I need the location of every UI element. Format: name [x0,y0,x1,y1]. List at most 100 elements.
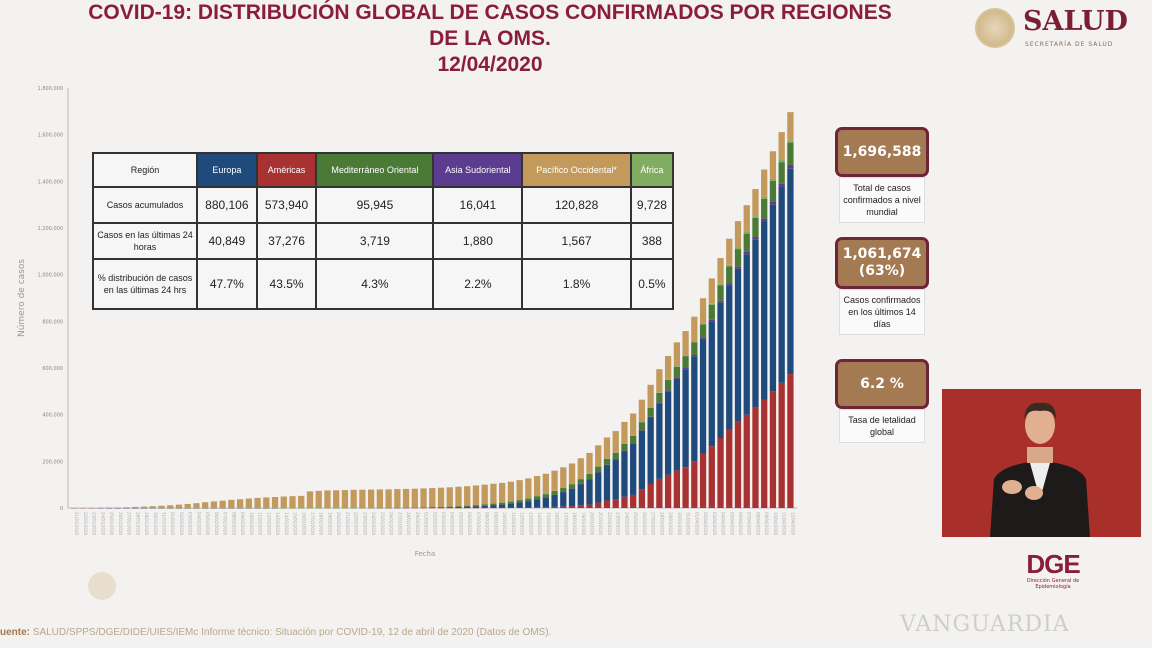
bar-segment-europa [726,285,733,430]
bar-segment-europa [699,339,707,454]
x-tick-label: 09/02/2020 [240,512,245,536]
bar-segment--frica [664,379,672,381]
bar-segment-pac-fico-occidental [586,452,593,474]
bar-segment-mediterr-neo-oriental [551,491,558,495]
bar-segment-am-ricas [708,446,715,508]
bar-segment-am-ricas [743,414,750,508]
x-tick-label: 21/01/2020 [74,512,79,536]
bar-segment-pac-fico-occidental [568,463,576,485]
bar-segment-europa [533,499,541,508]
bar-segment-mediterr-neo-oriental [647,407,654,417]
y-tick-label: 1,600,000 [38,133,63,139]
bar-segment-pac-fico-occidental [699,298,707,324]
kpi-total: 1,696,588 Total de casos confirmados a n… [835,127,929,223]
bar-segment-pac-fico-occidental [726,238,733,265]
x-tick-label: 18/02/2020 [319,512,324,536]
footer-text: SALUD/SPPS/DGE/DIDE/UIES/IEMc Informe té… [32,627,552,638]
bar-segment-mediterr-neo-oriental [621,443,628,451]
bar-segment-mediterr-neo-oriental [490,503,497,506]
bar-segment-am-ricas [761,399,768,508]
x-tick-label: 31/01/2020 [161,512,166,536]
table-cell: 16,041 [432,186,524,224]
bar-segment-pac-fico-occidental [787,112,794,141]
x-tick-label: 25/01/2020 [109,512,114,536]
x-tick-label: 06/03/2020 [467,512,472,536]
header-am-ricas: Américas [255,152,318,188]
bar-segment-pac-fico-occidental [734,221,742,248]
bar-segment-mediterr-neo-oriental [516,500,523,503]
bar-segment-europa [437,507,445,508]
bar-segment-asia-sudoriental [717,300,724,303]
bar-segment-europa [464,506,471,508]
bar-segment-europa [691,356,698,462]
dge-subtitle: Dirección General de Epidemiología [1026,578,1080,590]
footer-prefix: uente: [0,627,30,638]
x-tick-label: 24/01/2020 [100,512,105,536]
bar-segment-mediterr-neo-oriental [533,496,541,500]
row-label: Casos en las últimas 24 horas [92,222,198,260]
bar-segment-europa [664,391,672,475]
salud-seal-icon [88,572,116,600]
x-tick-label: 06/04/2020 [738,512,743,536]
x-tick-label: 21/02/2020 [345,512,350,536]
bar-segment-europa [586,479,593,505]
table-cell: 47.7% [196,258,258,310]
bar-segment-mediterr-neo-oriental [499,502,506,505]
bar-segment-am-ricas [682,467,689,508]
header-asia-sudoriental: Asia Sudoriental [432,152,524,188]
kpi-label: Tasa de letalidad global [839,409,925,443]
kpi-percent: (63%) [858,263,906,279]
bar-segment-europa [708,321,715,447]
table-cell: 1.8% [521,258,632,310]
bar-segment-am-ricas [647,483,654,508]
bar-segment-pac-fico-occidental [525,478,532,499]
bar-segment-am-ricas [656,478,663,508]
table-cell: 2.2% [432,258,524,310]
table-cell: 37,276 [255,222,318,260]
x-tick-label: 10/02/2020 [249,512,254,536]
bar-segment-pac-fico-occidental [595,445,602,467]
table-cell: 3,719 [315,222,435,260]
bar-segment-europa [647,417,654,484]
header-europa: Europa [196,152,258,188]
header-pac-fico-occidental-: Pacífico Occidental* [521,152,632,188]
kpi-label: Total de casos confirmados a nivel mundi… [839,177,925,223]
salud-logo: SALUD SECRETARÍA DE SALUD [975,6,1145,54]
bar-segment-am-ricas [691,461,698,508]
x-tick-label: 22/01/2020 [83,512,88,536]
x-tick-label: 20/03/2020 [590,512,595,536]
y-tick-label: 1,800,000 [38,86,63,92]
x-tick-label: 15/03/2020 [546,512,551,536]
x-tick-label: 30/03/2020 [677,512,682,536]
bar-segment-am-ricas [533,507,541,508]
bar-segment-pac-fico-occidental [263,497,270,508]
y-tick-label: 1,200,000 [38,226,63,232]
x-tick-label: 11/03/2020 [511,512,516,536]
x-tick-label: 29/03/2020 [668,512,673,536]
x-tick-label: 09/03/2020 [493,512,498,536]
kpi-value: 1,061,674 [842,246,922,262]
bar-segment-pac-fico-occidental [167,505,174,508]
bar-segment-europa [560,492,567,507]
x-tick-label: 14/03/2020 [537,512,542,536]
bar-segment-pac-fico-occidental [140,506,148,508]
bar-segment-mediterr-neo-oriental [542,494,549,498]
bar-segment-pac-fico-occidental [664,355,672,380]
bar-segment-asia-sudoriental [682,368,689,370]
bar-segment-mediterr-neo-oriental [699,324,707,339]
x-tick-label: 22/03/2020 [607,512,612,536]
bar-segment-europa [778,186,785,383]
bar-segment-asia-sudoriental [761,218,768,222]
x-tick-label: 04/02/2020 [196,512,201,536]
x-tick-label: 21/03/2020 [598,512,603,536]
bar-segment-am-ricas [717,438,724,508]
bar-segment-pac-fico-occidental [612,431,619,453]
x-tick-label: 05/02/2020 [205,512,210,536]
bar-segment-pac-fico-occidental [271,497,279,508]
bar-segment-europa [595,472,602,503]
stacked-bar-chart: 0 200,000 400,000 600,000 800,000 1,000,000 1,… [17,86,797,558]
bar-segment-mediterr-neo-oriental [708,305,715,320]
bar-segment--frica [752,216,759,218]
x-tick-label: 31/03/2020 [686,512,691,536]
bar-segment-europa [656,403,663,479]
